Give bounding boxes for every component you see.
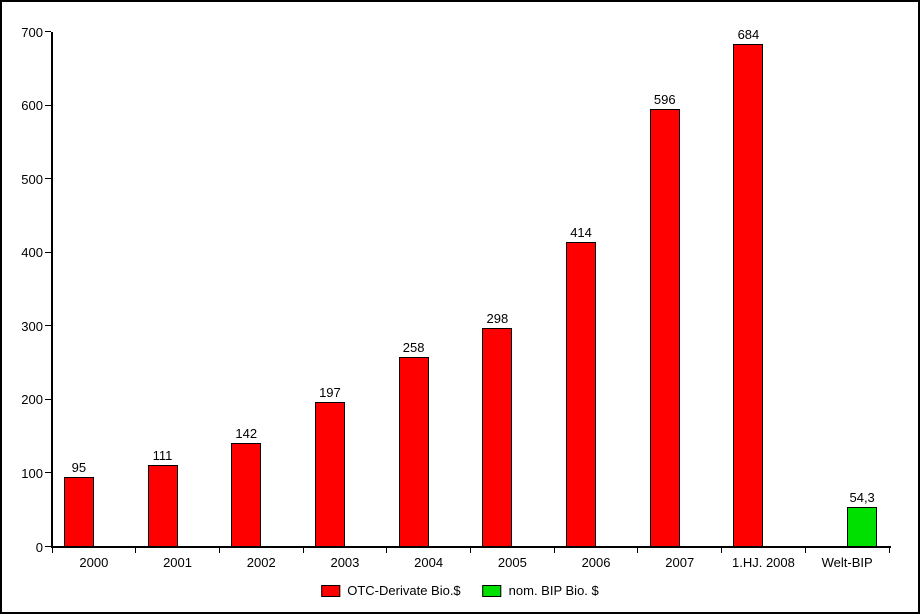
x-axis-tick: [135, 548, 137, 553]
x-axis-category-label: 1.HJ. 2008: [732, 555, 795, 570]
bar-otc-derivate-2006: [566, 242, 597, 547]
x-axis-tick: [51, 548, 53, 553]
y-axis-tick-label: 100: [21, 465, 43, 481]
y-axis-tick: [45, 325, 51, 327]
bar-value-label: 258: [402, 340, 425, 356]
y-axis-tick-label: 300: [21, 318, 43, 334]
bar-otc-derivate-2005: [482, 327, 513, 547]
bar-value-label: 197: [319, 385, 341, 401]
y-axis-tick-label: 400: [21, 245, 43, 261]
x-axis-tick: [386, 548, 388, 553]
bar-value-label: 414: [570, 225, 592, 241]
bar-otc-derivate-2001: [147, 465, 178, 547]
bar-value-label: 596: [653, 91, 676, 107]
y-axis-tick-label: 0: [35, 539, 43, 555]
x-axis-category-label: Welt-BIP: [821, 555, 873, 570]
bar-value-label: 298: [486, 310, 509, 326]
legend-label-otc-derivate: OTC-Derivate Bio.$: [347, 583, 461, 598]
y-axis-tick-label: 200: [21, 392, 43, 408]
bar-otc-derivate-2004: [398, 357, 429, 547]
x-axis-tick: [721, 548, 723, 553]
y-axis-tick: [45, 178, 51, 180]
bar-otc-derivate-1.HJ. 2008: [733, 43, 764, 547]
x-axis-category-label: 2002: [246, 555, 276, 570]
x-axis-tick: [218, 548, 220, 553]
bar-otc-derivate-2002: [231, 442, 262, 547]
x-axis-tick: [888, 548, 890, 553]
y-axis-tick-label: 700: [21, 24, 43, 40]
y-axis-tick: [45, 398, 51, 400]
legend-swatch-red: [321, 585, 341, 597]
bar-value-label: 111: [152, 448, 173, 464]
x-axis-tick: [302, 548, 304, 553]
legend-item-nom-bip: nom. BIP Bio. $: [482, 583, 599, 598]
y-axis-tick: [45, 251, 51, 253]
bar-welt-bip-Welt-BIP: [847, 507, 878, 547]
legend-label-nom-bip: nom. BIP Bio. $: [508, 583, 599, 598]
bar-otc-derivate-2000: [63, 477, 94, 547]
legend: OTC-Derivate Bio.$ nom. BIP Bio. $: [321, 584, 599, 598]
x-axis-tick: [804, 548, 806, 553]
y-axis-tick: [45, 104, 51, 106]
bar-value-label: 95: [71, 460, 87, 476]
x-axis-category-label: 2000: [79, 555, 109, 570]
y-axis-tick: [45, 472, 51, 474]
x-axis-category-label: 2004: [414, 555, 444, 570]
y-axis-tick: [45, 546, 51, 547]
x-axis-line: [51, 546, 891, 548]
x-axis-tick: [470, 548, 471, 553]
x-axis-category-label: 2006: [581, 555, 611, 570]
y-axis-line: [51, 32, 53, 548]
x-axis-category-label: 2007: [665, 555, 695, 570]
y-axis-tick-label: 500: [21, 171, 43, 187]
bar-otc-derivate-2003: [314, 402, 345, 547]
x-axis-tick: [637, 548, 639, 553]
bar-value-label: 142: [235, 425, 258, 441]
y-axis-tick-label: 600: [21, 98, 43, 114]
bar-otc-derivate-2007: [649, 108, 680, 547]
legend-swatch-green: [482, 585, 502, 597]
x-axis-tick: [553, 548, 555, 553]
x-axis-category-label: 2003: [330, 555, 360, 570]
bar-value-label: 54,3: [849, 490, 875, 506]
y-axis-tick: [45, 31, 51, 32]
x-axis-category-label: 2001: [163, 555, 192, 570]
bar-value-label: 684: [737, 26, 760, 42]
legend-item-otc-derivate: OTC-Derivate Bio.$: [321, 583, 461, 598]
x-axis-category-label: 2005: [497, 555, 527, 570]
